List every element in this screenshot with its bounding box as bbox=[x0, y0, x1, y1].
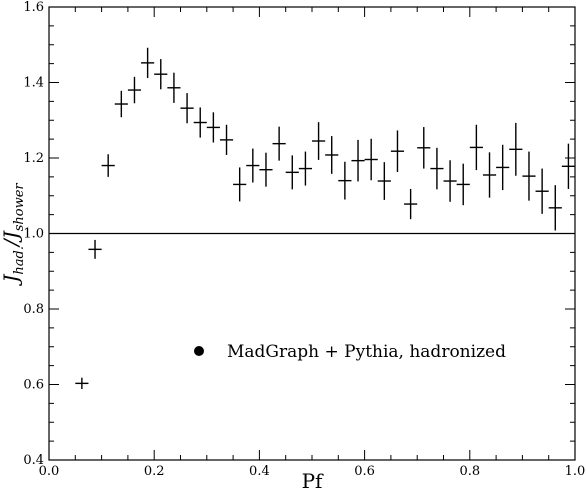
x-tick-label: 0.6 bbox=[354, 464, 375, 479]
y-axis-title-sub2: shower bbox=[12, 183, 27, 232]
data-point bbox=[522, 151, 536, 201]
data-point bbox=[390, 130, 405, 172]
data-point bbox=[351, 139, 365, 182]
y-tick-labels: 0.4 0.6 0.8 1.0 1.2 1.4 1.6 bbox=[23, 0, 44, 468]
data-point bbox=[325, 136, 339, 174]
y-tick-label: 0.8 bbox=[23, 302, 44, 317]
data-point bbox=[535, 168, 549, 214]
data-point bbox=[114, 90, 128, 118]
x-tick-label: 0.2 bbox=[144, 464, 165, 479]
data-point bbox=[377, 162, 391, 200]
data-point bbox=[456, 163, 470, 206]
data-point bbox=[233, 167, 247, 202]
data-point bbox=[127, 76, 142, 104]
x-tick-labels: 0.0 0.2 0.4 0.6 0.8 1.0 bbox=[39, 464, 586, 479]
data-point bbox=[509, 122, 523, 176]
data-point bbox=[259, 152, 273, 187]
data-point bbox=[285, 155, 299, 190]
data-point bbox=[154, 59, 168, 90]
data-point bbox=[219, 124, 234, 155]
x-axis-title: Pf bbox=[302, 469, 324, 491]
legend: MadGraph + Pythia, hadronized bbox=[194, 342, 506, 362]
data-point bbox=[561, 143, 575, 189]
data-point bbox=[246, 148, 260, 183]
data-point bbox=[430, 147, 444, 190]
data-point bbox=[88, 239, 102, 259]
data-point bbox=[417, 127, 431, 169]
data-point bbox=[180, 93, 194, 124]
y-tick-label: 1.0 bbox=[23, 227, 44, 242]
data-point bbox=[364, 138, 378, 181]
data-point bbox=[469, 124, 483, 171]
y-tick-label: 0.6 bbox=[23, 378, 44, 393]
y-axis-title-sep: /J bbox=[0, 230, 23, 248]
y-axis-title-sub1: had. bbox=[12, 246, 27, 275]
y-tick-label: 1.6 bbox=[23, 0, 44, 15]
y-axis-title-main: J bbox=[0, 274, 23, 287]
x-tick-label: 0.0 bbox=[39, 464, 60, 479]
x-tick-label: 1.0 bbox=[565, 464, 586, 479]
x-tick-label: 0.4 bbox=[249, 464, 270, 479]
data-point bbox=[496, 144, 510, 191]
data-point bbox=[404, 188, 418, 220]
data-point bbox=[443, 160, 457, 202]
legend-marker bbox=[194, 346, 204, 356]
data-point bbox=[482, 152, 497, 198]
y-tick-label: 0.4 bbox=[23, 453, 44, 468]
data-point bbox=[167, 72, 181, 103]
data-point bbox=[101, 154, 115, 177]
data-point bbox=[193, 107, 207, 138]
data-point bbox=[75, 377, 89, 390]
data-points bbox=[75, 47, 575, 390]
data-point bbox=[272, 126, 286, 161]
legend-label: MadGraph + Pythia, hadronized bbox=[227, 342, 506, 362]
data-point bbox=[298, 151, 312, 186]
axis-ticks bbox=[48, 6, 576, 461]
data-point bbox=[312, 122, 326, 160]
x-tick-label: 0.8 bbox=[459, 464, 480, 479]
data-point bbox=[141, 47, 155, 78]
y-axis-title: Jhad./Jshower bbox=[0, 183, 27, 287]
y-tick-label: 1.2 bbox=[23, 151, 44, 166]
y-tick-label: 1.4 bbox=[23, 76, 44, 91]
data-point bbox=[206, 112, 220, 143]
data-point bbox=[338, 161, 352, 200]
data-point bbox=[548, 185, 562, 231]
